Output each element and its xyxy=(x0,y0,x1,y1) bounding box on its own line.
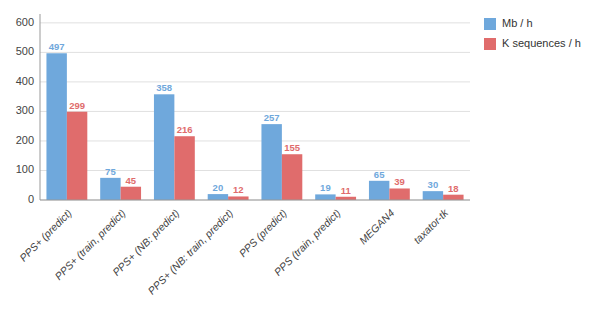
y-tick-label: 400 xyxy=(16,75,34,87)
x-tick-label: PPS+ (predict) xyxy=(17,207,74,264)
data-label: 497 xyxy=(49,41,65,52)
y-axis-line xyxy=(40,14,41,200)
chart: 0 100 200 300 400 500 600 497 75 358 20 257 19 65 30 29… xyxy=(0,0,600,325)
grid-line xyxy=(40,22,470,23)
bar xyxy=(369,181,389,200)
data-label: 216 xyxy=(177,124,193,135)
grid xyxy=(40,23,470,200)
x-tick-label: PPS+ (NB: train, predict) xyxy=(145,207,235,297)
data-labels: 497 75 358 20 257 19 65 30 299 45 216 12 155 11 39 18 xyxy=(49,41,459,195)
x-tick-label: MEGAN4 xyxy=(357,206,397,246)
y-tick-label: 0 xyxy=(28,193,34,205)
legend-swatch xyxy=(484,38,496,50)
bar xyxy=(315,194,335,200)
y-tick-label: 600 xyxy=(16,16,34,28)
bar xyxy=(389,188,409,200)
bar xyxy=(261,124,281,200)
bar xyxy=(67,112,87,200)
bar xyxy=(208,194,228,200)
data-label: 75 xyxy=(105,166,116,177)
bar xyxy=(121,187,141,200)
grid-line xyxy=(40,111,470,112)
data-label: 12 xyxy=(233,184,244,195)
data-label: 65 xyxy=(374,169,385,180)
y-tick-label: 300 xyxy=(16,104,34,116)
bar xyxy=(154,94,174,200)
data-label: 20 xyxy=(213,182,224,193)
bar xyxy=(228,196,248,200)
legend-swatch xyxy=(484,18,496,30)
bar xyxy=(282,154,302,200)
bar xyxy=(100,178,120,200)
data-label: 18 xyxy=(448,183,459,194)
data-label: 19 xyxy=(320,182,331,193)
bars xyxy=(46,53,463,200)
bar xyxy=(174,136,194,200)
x-axis-line xyxy=(40,200,470,201)
data-label: 11 xyxy=(341,185,352,196)
bar xyxy=(443,195,463,200)
bar xyxy=(46,53,66,200)
data-label: 30 xyxy=(428,179,439,190)
data-label: 358 xyxy=(156,82,172,93)
data-label: 155 xyxy=(284,142,301,153)
x-tick-label: PPS (predict) xyxy=(236,207,289,260)
grid-line xyxy=(40,81,470,82)
legend-label: K sequences / h xyxy=(502,37,581,49)
legend-label: Mb / h xyxy=(502,17,533,29)
x-tick-label: taxator-tk xyxy=(411,206,451,246)
grid-line xyxy=(40,140,470,141)
y-tick-label: 500 xyxy=(16,45,34,57)
data-label: 39 xyxy=(394,176,405,187)
y-tick-label: 200 xyxy=(16,134,34,146)
grid-line xyxy=(40,200,470,201)
data-label: 299 xyxy=(69,100,85,111)
chart-container: 0 100 200 300 400 500 600 497 75 358 20 257 19 65 30 29… xyxy=(0,0,600,325)
grid-line xyxy=(40,52,470,53)
x-tick-label: PPS (train, predict) xyxy=(271,207,342,278)
data-label: 45 xyxy=(126,175,137,186)
y-tick-label: 100 xyxy=(16,163,34,175)
bar xyxy=(423,191,443,200)
data-label: 257 xyxy=(264,112,280,123)
legend: Mb / h K sequences / h xyxy=(484,17,581,50)
